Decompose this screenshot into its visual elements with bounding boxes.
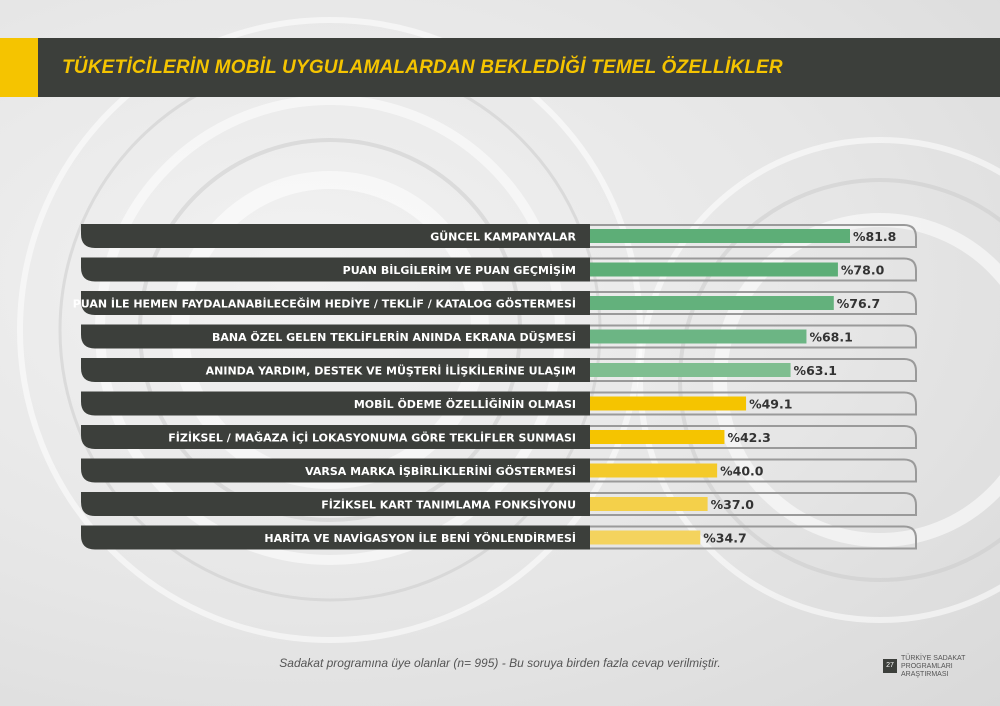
bar-track — [590, 458, 917, 483]
bar — [590, 497, 708, 511]
bar-track — [590, 492, 917, 516]
category-label: HARİTA VE NAVİGASYON İLE BENİ YÖNLENDİRM… — [264, 531, 576, 545]
category-band — [81, 391, 590, 416]
bar-track — [590, 525, 917, 550]
page-title: TÜKETİCİLERİN MOBİL UYGULAMALARDAN BEKLE… — [62, 57, 783, 78]
chart-row: BANA ÖZEL GELEN TEKLİFLERİN ANINDA EKRAN… — [81, 324, 917, 349]
bar-track — [590, 324, 917, 349]
value-label: %76.7 — [837, 296, 880, 311]
brand-line-1: TÜRKİYE SADAKAT — [901, 655, 966, 662]
chart-row: FİZİKSEL KART TANIMLAMA FONKSİYONU %37.0 — [81, 492, 917, 516]
category-label: GÜNCEL KAMPANYALAR — [430, 230, 576, 244]
bar — [590, 430, 725, 444]
bar — [590, 363, 791, 377]
brand-line-2: PROGRAMLARI — [901, 663, 953, 670]
chart-row: FİZİKSEL / MAĞAZA İÇİ LOKASYONUMA GÖRE T… — [81, 425, 917, 449]
bar-track — [590, 257, 917, 282]
value-label: %37.0 — [711, 497, 755, 512]
category-band — [81, 358, 590, 382]
bar — [590, 396, 747, 411]
bar — [590, 329, 807, 344]
value-label: %49.1 — [749, 397, 792, 412]
bar-track — [590, 391, 917, 416]
value-label: %81.8 — [853, 229, 896, 244]
bar — [590, 463, 718, 478]
category-band — [81, 324, 590, 349]
category-label: PUAN İLE HEMEN FAYDALANABİLECEĞİM HEDİYE… — [73, 297, 576, 311]
value-label: %63.1 — [794, 363, 837, 378]
category-band — [81, 458, 590, 483]
header-bar: TÜKETİCİLERİN MOBİL UYGULAMALARDAN BEKLE… — [0, 38, 1000, 97]
brand-line-3: ARAŞTIRMASI — [901, 671, 949, 678]
brand-text: TÜRKİYE SADAKAT PROGRAMLARI ARAŞTIRMASI — [901, 655, 991, 679]
chart-row: HARİTA VE NAVİGASYON İLE BENİ YÖNLENDİRM… — [81, 525, 917, 550]
category-band — [81, 291, 590, 315]
bar — [590, 229, 850, 243]
category-label: PUAN BİLGİLERİM VE PUAN GEÇMİŞİM — [343, 263, 576, 277]
bar-track — [590, 224, 917, 248]
value-label: %34.7 — [703, 531, 746, 546]
category-band — [81, 224, 590, 248]
category-label: MOBİL ÖDEME ÖZELLİĞİNİN OLMASI — [354, 397, 576, 411]
chart-row: PUAN BİLGİLERİM VE PUAN GEÇMİŞİM %78.0 — [81, 257, 917, 282]
category-label: ANINDA YARDIM, DESTEK VE MÜŞTERİ İLİŞKİL… — [206, 364, 576, 378]
bar-track — [590, 358, 917, 382]
bar — [590, 262, 838, 277]
category-band — [81, 525, 590, 550]
footnote: Sadakat programına üye olanlar (n= 995) … — [0, 656, 1000, 670]
bar-track — [590, 291, 917, 315]
chart-row: PUAN İLE HEMEN FAYDALANABİLECEĞİM HEDİYE… — [73, 291, 917, 315]
category-label: FİZİKSEL KART TANIMLAMA FONKSİYONU — [321, 498, 576, 512]
category-band — [81, 425, 590, 449]
category-band — [81, 492, 590, 516]
page-number: 27 — [883, 659, 897, 673]
bar — [590, 296, 834, 310]
chart-row: ANINDA YARDIM, DESTEK VE MÜŞTERİ İLİŞKİL… — [81, 358, 917, 382]
chart-row: GÜNCEL KAMPANYALAR %81.8 — [81, 224, 917, 248]
category-label: VARSA MARKA İŞBİRLİKLERİNİ GÖSTERMESİ — [305, 464, 576, 478]
chart-row: VARSA MARKA İŞBİRLİKLERİNİ GÖSTERMESİ %40… — [81, 458, 917, 483]
category-label: BANA ÖZEL GELEN TEKLİFLERİN ANINDA EKRAN… — [212, 330, 576, 344]
header-accent — [0, 38, 38, 97]
category-label: FİZİKSEL / MAĞAZA İÇİ LOKASYONUMA GÖRE T… — [168, 431, 576, 445]
category-band — [81, 257, 590, 282]
value-label: %40.0 — [720, 464, 764, 479]
value-label: %42.3 — [727, 430, 770, 445]
bar — [590, 530, 701, 545]
footnote-text: Sadakat programına üye olanlar (n= 995) … — [279, 656, 721, 670]
chart-row: MOBİL ÖDEME ÖZELLİĞİNİN OLMASI %49.1 — [81, 391, 917, 416]
value-label: %68.1 — [809, 330, 852, 345]
bar-track — [590, 425, 917, 449]
value-label: %78.0 — [841, 263, 885, 278]
